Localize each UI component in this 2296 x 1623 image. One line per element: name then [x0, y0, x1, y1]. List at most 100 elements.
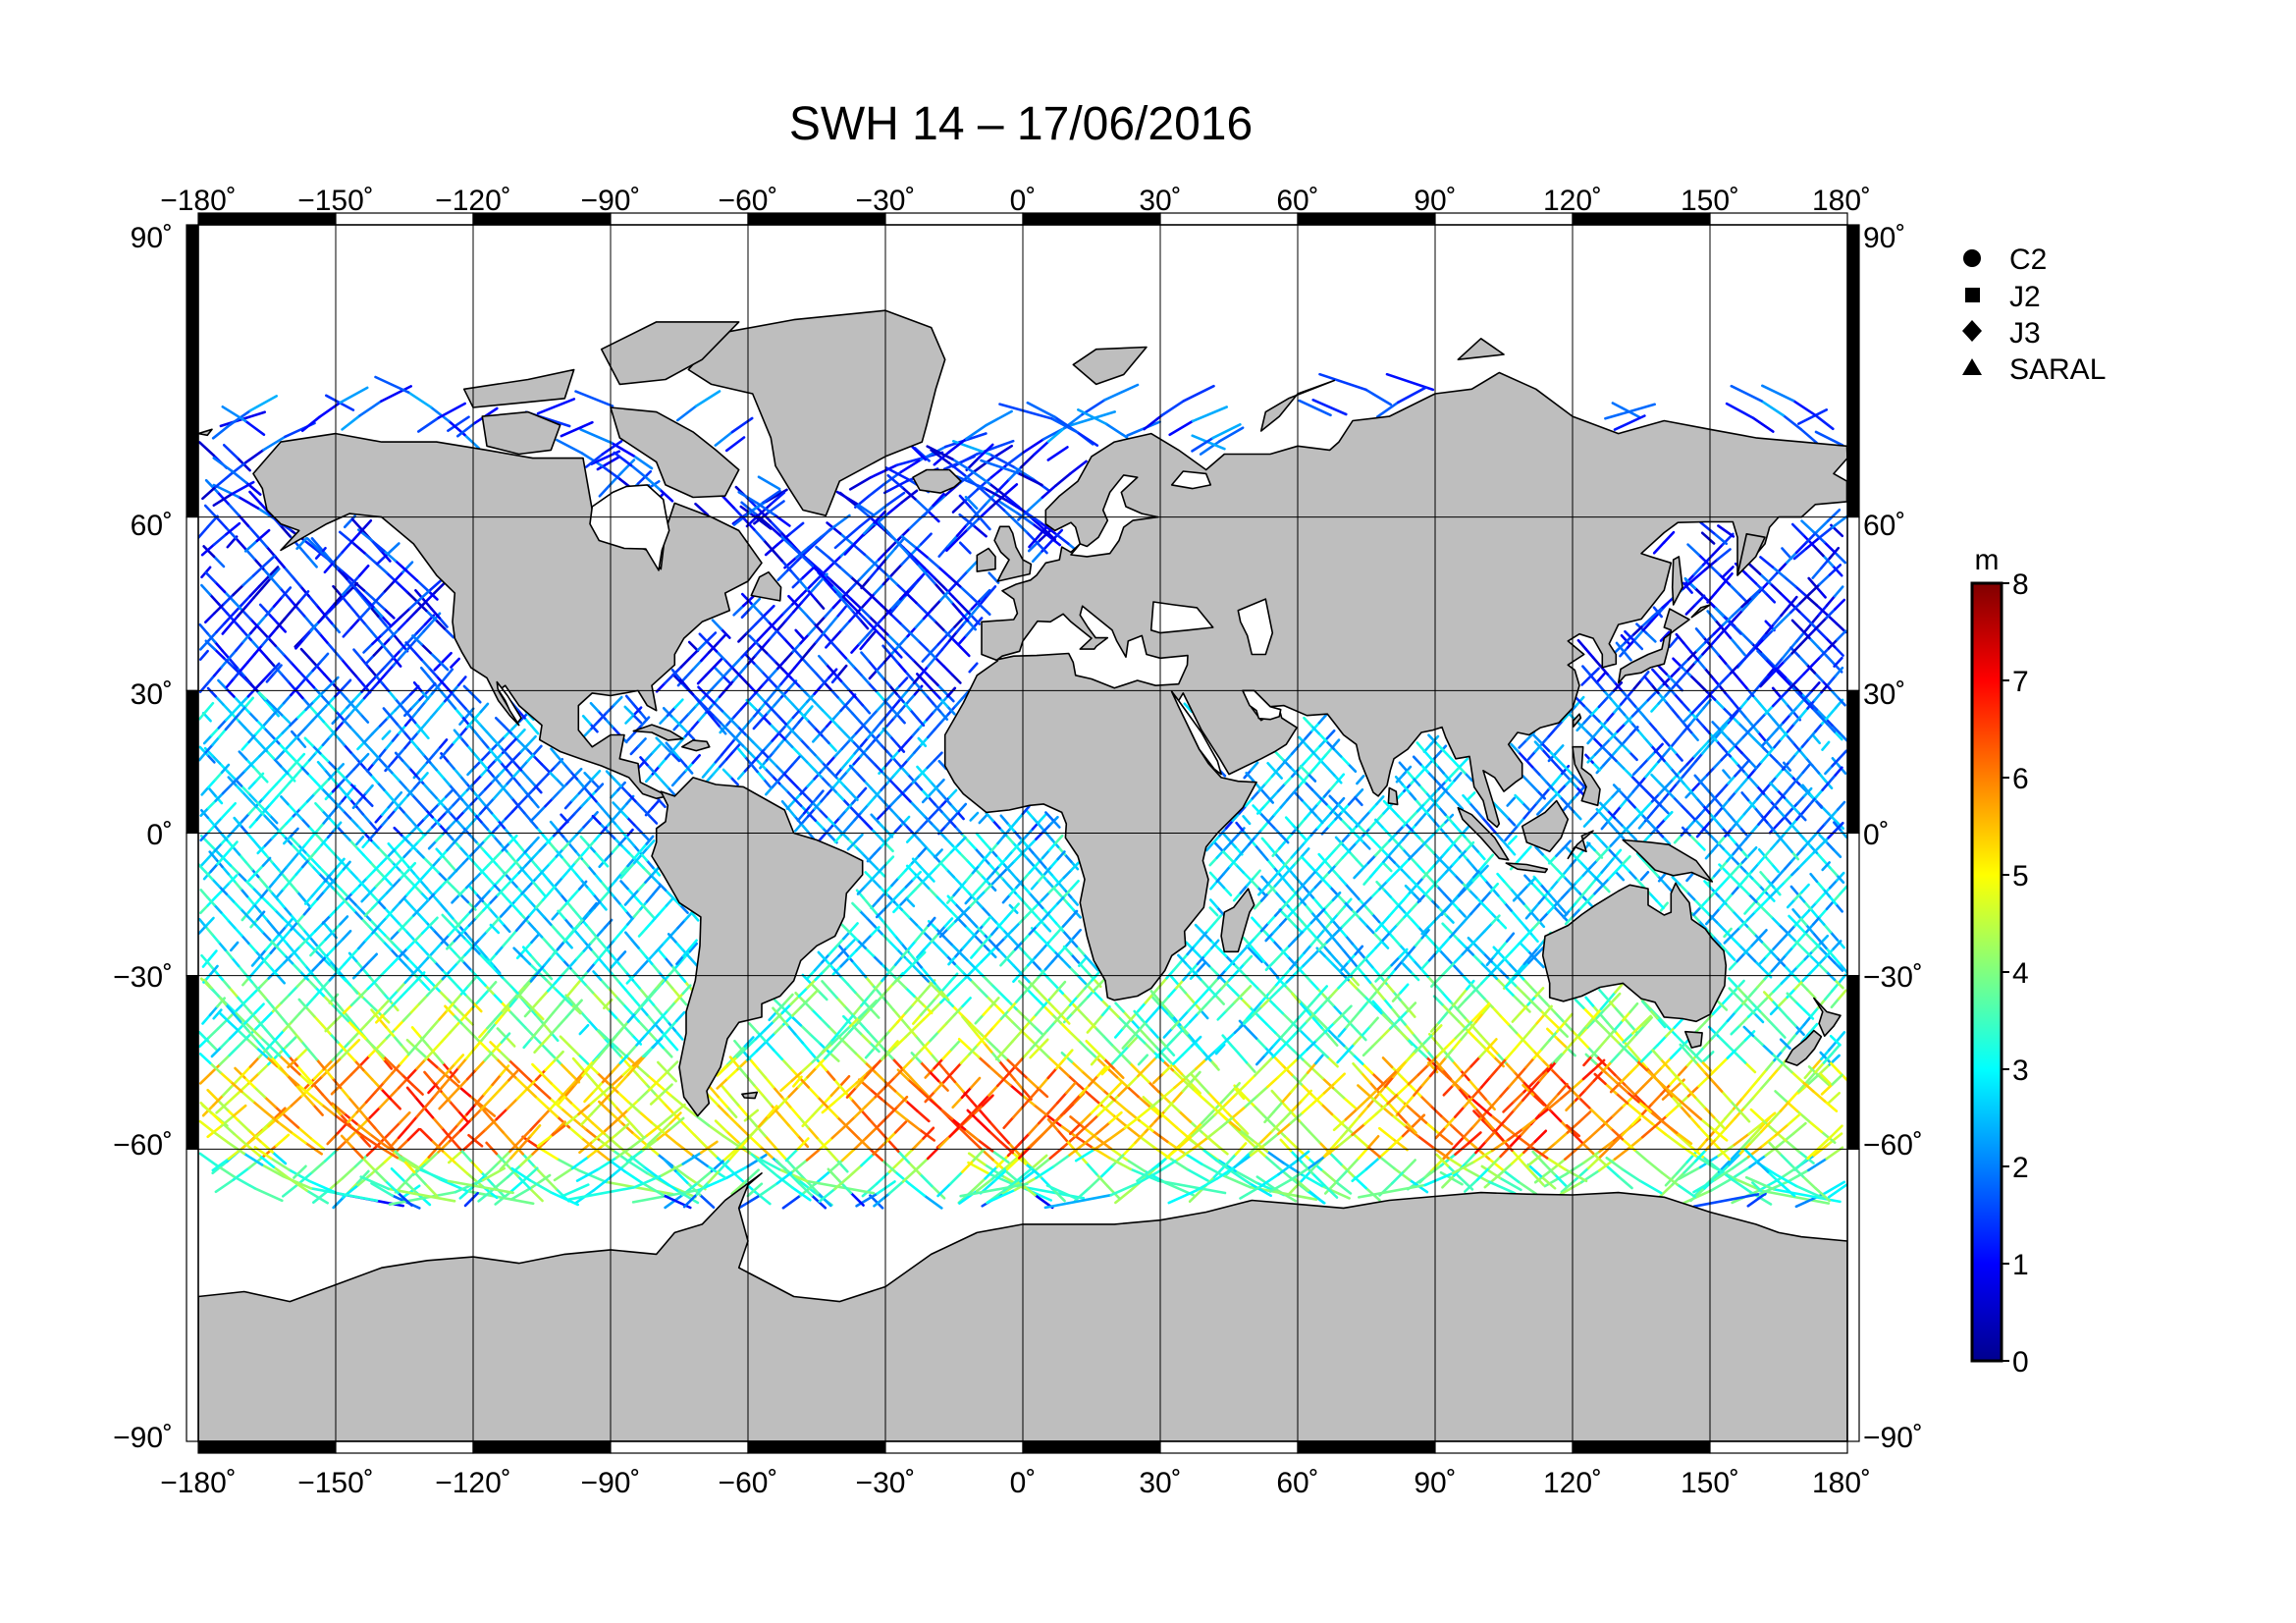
- track-segment: [956, 836, 967, 846]
- track-segment: [849, 922, 859, 933]
- track-segment: [612, 801, 622, 812]
- track-segment: [570, 791, 581, 802]
- track-segment: [394, 839, 404, 850]
- track-segment: [495, 863, 506, 874]
- track-segment: [711, 713, 722, 725]
- track-segment: [1208, 871, 1219, 882]
- track-segment: [749, 597, 762, 610]
- track-segment: [617, 836, 628, 846]
- track-segment: [1352, 1054, 1364, 1065]
- track-segment: [1408, 823, 1417, 835]
- track-segment: [832, 1091, 847, 1104]
- track-segment: [1744, 571, 1757, 585]
- track-segment: [1679, 1143, 1697, 1158]
- track-segment: [949, 1039, 961, 1052]
- track-segment: [391, 731, 400, 742]
- track-segment: [1399, 999, 1410, 1010]
- track-segment: [237, 719, 246, 730]
- track-segment: [389, 1000, 400, 1012]
- track-segment: [571, 1056, 583, 1069]
- track-segment: [1170, 975, 1180, 987]
- track-segment: [517, 739, 528, 751]
- track-segment: [669, 1116, 685, 1130]
- track-segment: [844, 1081, 859, 1094]
- track-segment: [1162, 1054, 1175, 1066]
- track-segment: [387, 689, 398, 701]
- track-segment: [1276, 1165, 1294, 1180]
- track-segment: [673, 1029, 684, 1041]
- track-segment: [1759, 650, 1771, 663]
- track-segment: [1047, 841, 1057, 852]
- track-segment: [721, 675, 733, 686]
- track-segment: [671, 673, 683, 684]
- track-segment: [1041, 997, 1052, 1008]
- track-segment: [955, 523, 969, 537]
- track-segment: [264, 655, 276, 667]
- track-segment: [1669, 1048, 1682, 1059]
- track-segment: [226, 769, 236, 781]
- track-segment: [447, 1123, 459, 1137]
- track-segment: [1001, 893, 1012, 904]
- track-segment: [387, 846, 398, 858]
- track-segment: [1002, 509, 1017, 523]
- track-segment: [383, 934, 395, 945]
- track-segment: [1077, 1039, 1090, 1052]
- track-segment: [1094, 1026, 1105, 1038]
- track-segment: [856, 1013, 867, 1025]
- track-segment: [1025, 808, 1035, 819]
- track-segment: [383, 657, 395, 669]
- track-segment: [968, 931, 979, 943]
- track-segment: [405, 864, 416, 875]
- track-segment: [877, 548, 890, 562]
- track-segment: [752, 719, 763, 730]
- track-segment: [1034, 1005, 1044, 1017]
- track-segment: [580, 452, 604, 467]
- track-segment: [885, 1106, 899, 1118]
- track-segment: [935, 778, 945, 789]
- track-segment: [300, 696, 311, 708]
- track-segment: [947, 954, 957, 966]
- track-segment: [864, 1004, 875, 1016]
- track-segment: [717, 672, 728, 683]
- track-segment: [1632, 1093, 1646, 1106]
- track-segment: [632, 823, 643, 834]
- track-segment: [1391, 1091, 1405, 1104]
- track-segment: [884, 1000, 895, 1012]
- track-segment: [958, 541, 972, 555]
- track-segment: [885, 632, 898, 645]
- track-segment: [1394, 840, 1405, 851]
- track-segment: [403, 897, 414, 909]
- track-segment: [1604, 403, 1656, 420]
- track-segment: [1586, 1046, 1598, 1058]
- track-segment: [561, 840, 572, 851]
- track-segment: [1740, 1087, 1752, 1101]
- track-segment: [1199, 440, 1221, 456]
- track-segment: [1370, 912, 1381, 924]
- track-segment: [566, 1078, 579, 1091]
- track-segment: [1126, 1085, 1140, 1099]
- track-segment: [864, 1047, 876, 1059]
- track-segment: [1070, 952, 1080, 964]
- track-segment: [866, 629, 877, 642]
- track-segment: [1056, 980, 1067, 992]
- track-segment: [897, 869, 907, 880]
- track-segment: [1453, 772, 1463, 783]
- track-segment: [1178, 1109, 1192, 1123]
- track-segment: [415, 622, 427, 635]
- track-segment: [692, 659, 703, 671]
- track-segment: [1812, 1143, 1830, 1158]
- track-segment: [1245, 771, 1255, 783]
- track-segment: [1764, 1143, 1782, 1158]
- track-segment: [941, 901, 952, 912]
- track-segment: [1479, 1034, 1491, 1046]
- track-segment: [644, 751, 655, 762]
- track-segment: [532, 780, 543, 791]
- track-segment: [611, 1046, 622, 1057]
- track-segment: [535, 907, 546, 919]
- track-segment: [1354, 833, 1364, 843]
- track-segment: [991, 819, 1001, 830]
- track-segment: [464, 1005, 475, 1017]
- track-segment: [903, 670, 914, 681]
- track-segment: [1311, 896, 1321, 907]
- track-segment: [1495, 977, 1507, 989]
